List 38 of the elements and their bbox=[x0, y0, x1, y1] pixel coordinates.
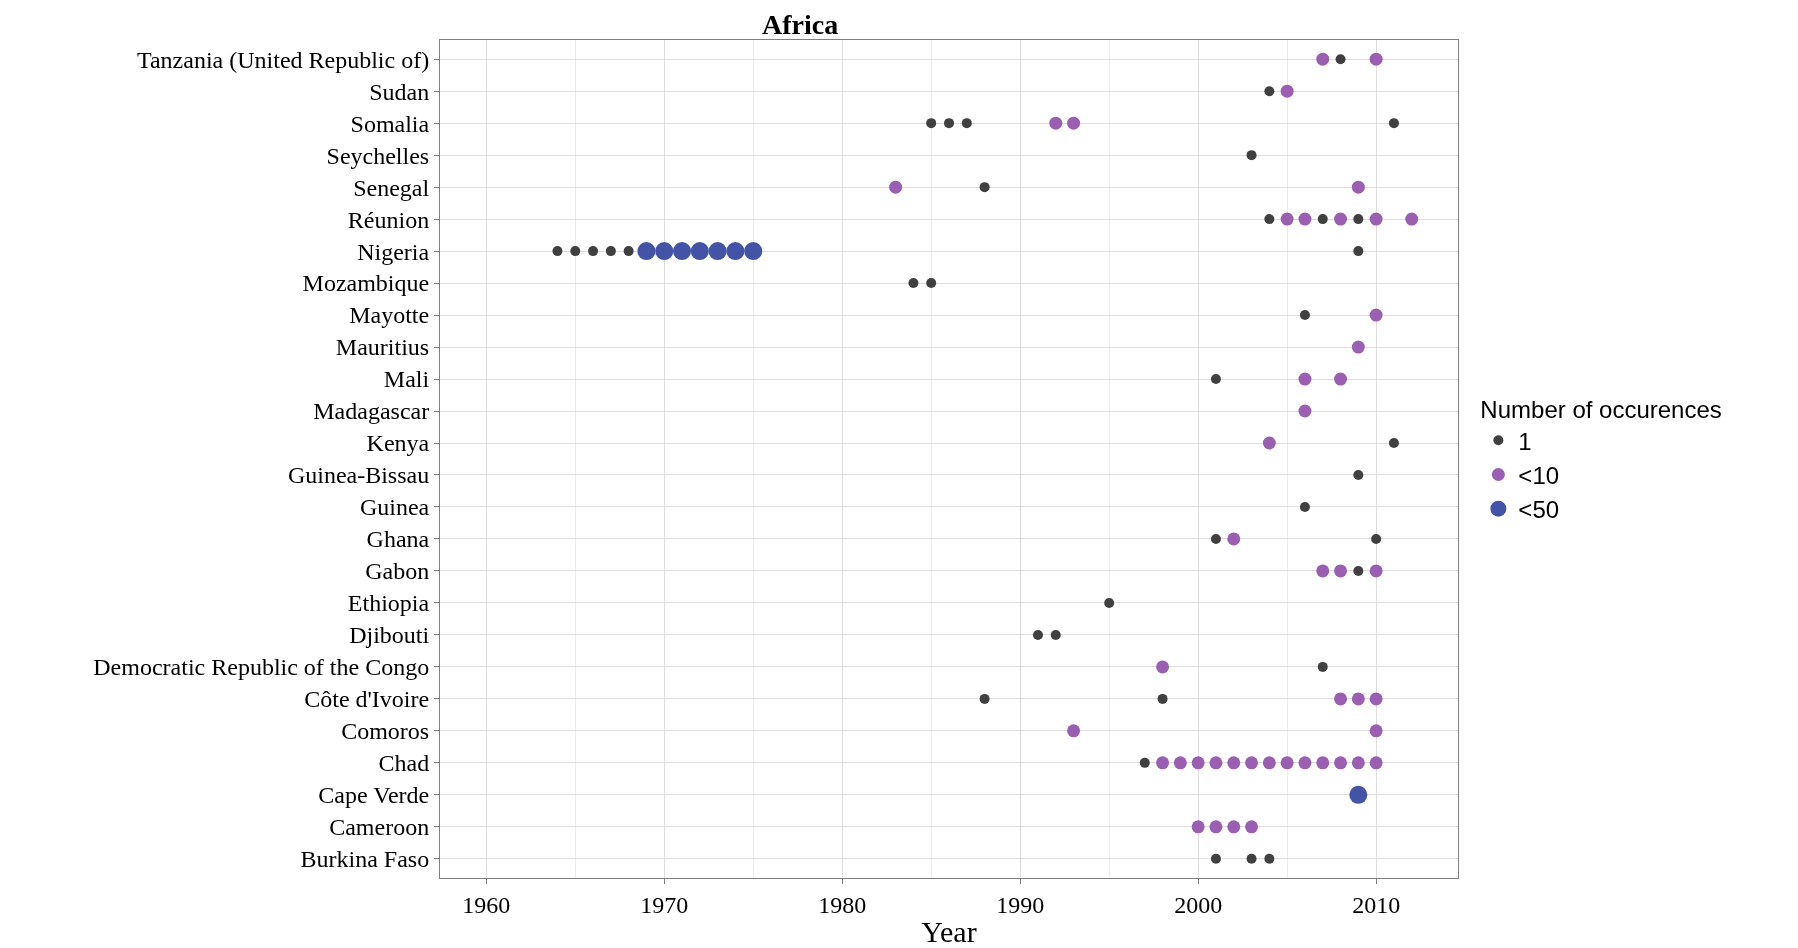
y-tick-label: Guinea bbox=[359, 494, 430, 521]
y-tick-label: Mozambique bbox=[302, 270, 430, 297]
legend-label: 1 bbox=[1518, 427, 1532, 455]
y-tick-label: Comoros bbox=[341, 718, 430, 745]
y-tick-label: Cameroon bbox=[329, 814, 430, 841]
y-tick-label: Nigeria bbox=[357, 238, 430, 265]
y-tick-label: Mauritius bbox=[335, 334, 430, 361]
y-tick-label: Djibouti bbox=[349, 622, 430, 649]
y-tick-label: Chad bbox=[378, 750, 430, 777]
y-tick-label: Ghana bbox=[366, 526, 430, 553]
y-tick-label: Tanzania (United Republic of) bbox=[136, 46, 430, 73]
x-tick-label: 1980 bbox=[818, 891, 867, 918]
y-tick-label: Burkina Faso bbox=[300, 846, 430, 873]
y-tick-label: Madagascar bbox=[313, 398, 430, 425]
y-tick-label: Seychelles bbox=[326, 142, 430, 169]
y-tick-label: Mayotte bbox=[349, 302, 430, 329]
y-tick-label: Côte d'Ivoire bbox=[304, 686, 430, 713]
y-tick-label: Ethiopia bbox=[347, 590, 430, 617]
y-tick-label: Guinea-Bissau bbox=[287, 462, 430, 489]
x-tick-label: 1960 bbox=[462, 891, 511, 918]
y-tick-label: Réunion bbox=[347, 206, 430, 233]
y-tick-label: Gabon bbox=[365, 558, 430, 585]
x-tick-label: 2000 bbox=[1174, 891, 1223, 918]
legend-label: <50 bbox=[1518, 496, 1560, 524]
x-tick-label: 1970 bbox=[640, 891, 689, 918]
y-tick-label: Mali bbox=[383, 366, 430, 393]
y-tick-label: Sudan bbox=[369, 78, 430, 105]
x-axis-title: Year bbox=[921, 915, 977, 948]
chart-title: Africa bbox=[762, 8, 839, 40]
y-tick-label: Democratic Republic of the Congo bbox=[93, 654, 430, 681]
x-tick-label: 2010 bbox=[1352, 891, 1401, 918]
y-tick-label: Cape Verde bbox=[318, 782, 430, 809]
y-tick-label: Somalia bbox=[350, 110, 430, 137]
legend-label: <10 bbox=[1518, 461, 1560, 489]
y-tick-label: Senegal bbox=[353, 174, 430, 201]
y-tick-label: Kenya bbox=[366, 430, 430, 457]
x-tick-label: 1990 bbox=[996, 891, 1045, 918]
legend-title: Number of occurences bbox=[1480, 396, 1722, 424]
